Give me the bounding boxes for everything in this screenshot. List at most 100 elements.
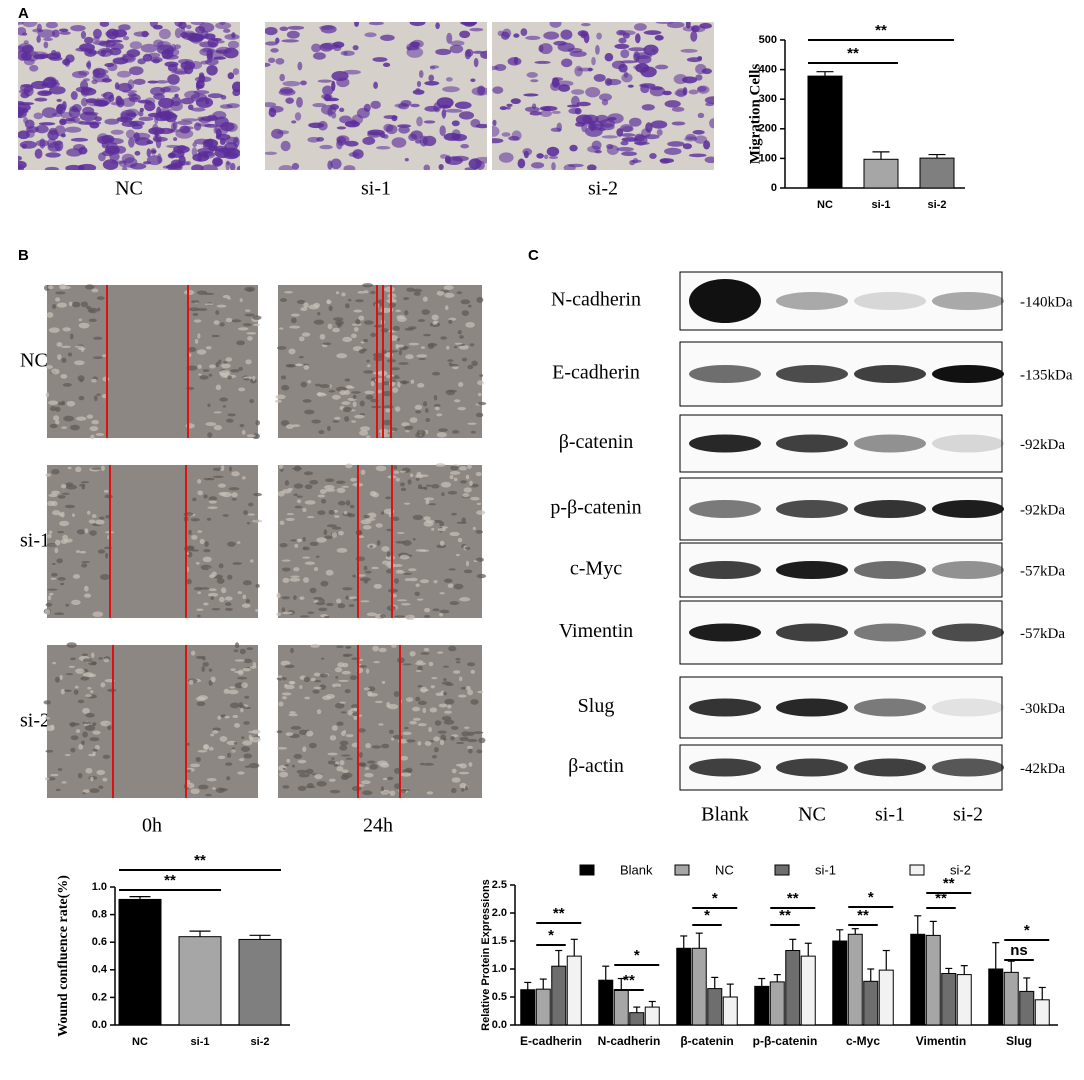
x-tick-label: β-catenin <box>680 1034 733 1048</box>
row-label: si-1 <box>20 530 50 552</box>
x-tick-label: c-Myc <box>846 1034 880 1048</box>
cell <box>454 101 472 109</box>
cell <box>101 393 108 399</box>
cell <box>215 46 232 54</box>
cell <box>467 731 475 736</box>
cell <box>415 662 426 666</box>
cell <box>643 30 662 35</box>
cell <box>238 758 245 762</box>
x-tick-label: p-β-catenin <box>753 1034 818 1048</box>
cell <box>218 563 224 569</box>
cell <box>470 699 479 705</box>
cell <box>400 788 407 794</box>
cell <box>400 772 412 777</box>
cell <box>382 62 391 68</box>
cell <box>170 122 176 132</box>
cell <box>276 346 287 350</box>
cell <box>326 426 331 431</box>
cell <box>695 74 703 81</box>
cell <box>54 676 60 683</box>
cell <box>146 148 151 158</box>
cell <box>279 87 294 95</box>
cell <box>303 364 310 370</box>
cell <box>312 689 320 694</box>
cell <box>357 728 366 733</box>
cell <box>357 291 366 294</box>
cell <box>343 165 356 170</box>
cell <box>96 296 105 301</box>
cell <box>84 111 99 116</box>
cell <box>88 519 96 524</box>
cell <box>439 125 446 137</box>
cell <box>475 557 484 562</box>
cell <box>367 131 382 138</box>
cell <box>431 676 438 680</box>
cell <box>215 310 220 315</box>
cell <box>18 109 27 119</box>
cell <box>402 663 412 666</box>
cell <box>276 730 283 734</box>
cell <box>459 30 471 39</box>
cell <box>366 359 370 363</box>
cell <box>334 416 341 420</box>
cell <box>460 788 465 792</box>
cell <box>190 518 200 522</box>
cell <box>340 711 347 714</box>
cell <box>398 102 410 110</box>
cell <box>56 558 63 564</box>
image-label: NC <box>115 178 143 200</box>
cell <box>190 763 201 768</box>
cell <box>317 494 326 498</box>
cell <box>618 30 636 36</box>
cell <box>371 566 379 570</box>
cell <box>310 644 320 648</box>
cell <box>441 716 452 721</box>
cell <box>18 45 25 53</box>
cell <box>70 333 74 340</box>
cell <box>400 487 407 492</box>
cell <box>461 731 470 737</box>
cell <box>49 56 63 61</box>
cell <box>281 607 286 613</box>
cell <box>319 489 327 495</box>
cell <box>425 484 432 487</box>
cell <box>587 164 597 170</box>
cell <box>398 362 409 365</box>
bar <box>238 938 282 1026</box>
cell <box>237 591 243 595</box>
cell <box>290 647 294 654</box>
cell <box>181 32 199 41</box>
cell <box>181 118 199 122</box>
cell <box>454 342 463 345</box>
cell <box>641 128 651 138</box>
cell <box>349 504 355 509</box>
cell <box>454 399 461 403</box>
cell <box>649 153 657 160</box>
cell <box>384 286 395 293</box>
cell <box>190 22 205 26</box>
cell <box>451 512 457 516</box>
cell <box>201 655 206 661</box>
cell <box>195 757 201 763</box>
cell <box>75 668 85 674</box>
cell <box>303 302 309 309</box>
size-label: -30kDa <box>1020 701 1065 717</box>
cell <box>322 85 334 96</box>
cell <box>47 595 52 601</box>
cell <box>442 86 460 93</box>
cell <box>91 514 97 518</box>
cell <box>367 760 376 764</box>
cell <box>393 470 400 474</box>
cell <box>451 768 457 774</box>
cell <box>423 497 435 501</box>
cell <box>422 707 427 714</box>
band <box>776 292 848 310</box>
cell <box>465 685 471 691</box>
cell <box>476 510 486 515</box>
cell <box>122 89 138 94</box>
cell <box>568 108 581 114</box>
cell <box>293 567 300 572</box>
cell <box>300 80 307 86</box>
cell <box>89 426 99 432</box>
cell <box>110 129 124 135</box>
